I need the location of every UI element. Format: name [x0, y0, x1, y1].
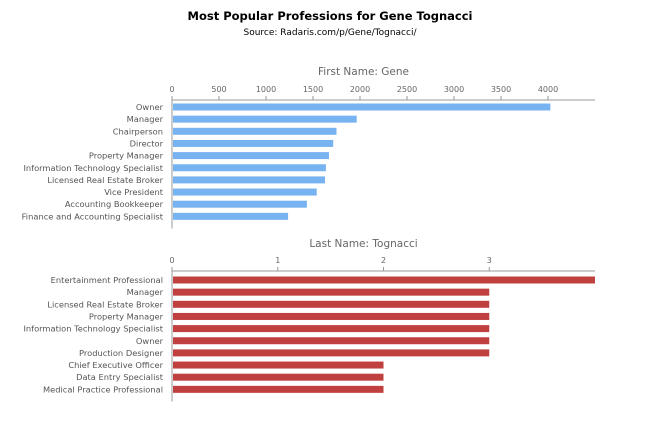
bar [173, 152, 329, 160]
bar [173, 164, 326, 172]
x-tick-label: 1000 [256, 85, 276, 94]
category-label: Entertainment Professional [51, 275, 163, 285]
x-tick-label: 3 [487, 256, 492, 265]
x-tick-label: 2500 [397, 85, 417, 94]
bar [173, 312, 490, 320]
category-label: Property Manager [89, 151, 164, 161]
bar [173, 300, 490, 308]
x-tick-label: 3500 [491, 85, 511, 94]
category-label: Information Technology Specialist [23, 163, 163, 173]
category-label: Owner [136, 336, 164, 346]
x-tick-label: 2 [381, 256, 386, 265]
x-tick-label: 3000 [444, 85, 464, 94]
category-label: Owner [136, 102, 164, 112]
bar [173, 385, 384, 393]
bar [173, 212, 289, 220]
category-label: Property Manager [89, 311, 164, 321]
bar [173, 115, 357, 123]
bar [173, 337, 490, 345]
x-tick-label: 0 [169, 85, 174, 94]
category-label: Data Entry Specialist [76, 372, 164, 382]
category-label: Director [130, 138, 164, 148]
bar [173, 127, 337, 135]
category-label: Medical Practice Professional [43, 384, 163, 394]
category-label: Information Technology Specialist [23, 324, 163, 334]
category-label: Manager [127, 114, 164, 124]
panel-title: Last Name: Tognacci [309, 238, 417, 250]
category-label: Chief Executive Officer [68, 360, 163, 370]
x-tick-label: 0 [169, 256, 174, 265]
category-label: Production Designer [79, 348, 164, 358]
category-label: Vice President [104, 187, 164, 197]
x-tick-label: 2000 [350, 85, 370, 94]
chart-title: Most Popular Professions for Gene Tognac… [187, 9, 473, 23]
bar [173, 373, 384, 381]
bar [173, 139, 334, 147]
bar [173, 361, 384, 369]
category-label: Licensed Real Estate Broker [47, 175, 163, 185]
bar [173, 188, 317, 196]
category-label: Accounting Bookkeeper [65, 199, 164, 209]
bar [173, 325, 490, 333]
x-tick-label: 4000 [538, 85, 558, 94]
bar [173, 276, 595, 284]
bar [173, 200, 307, 208]
category-label: Licensed Real Estate Broker [47, 299, 163, 309]
category-label: Finance and Accounting Specialist [22, 211, 164, 221]
x-tick-label: 1500 [303, 85, 323, 94]
bar [173, 288, 490, 296]
category-label: Chairperson [113, 126, 163, 136]
x-tick-label: 500 [211, 85, 226, 94]
x-tick-label: 1 [275, 256, 280, 265]
bar [173, 103, 551, 111]
bar [173, 176, 326, 184]
bar [173, 349, 490, 357]
chart-subtitle: Source: Radaris.com/p/Gene/Tognacci/ [243, 28, 417, 38]
category-label: Manager [127, 287, 164, 297]
panel-title: First Name: Gene [318, 66, 409, 78]
